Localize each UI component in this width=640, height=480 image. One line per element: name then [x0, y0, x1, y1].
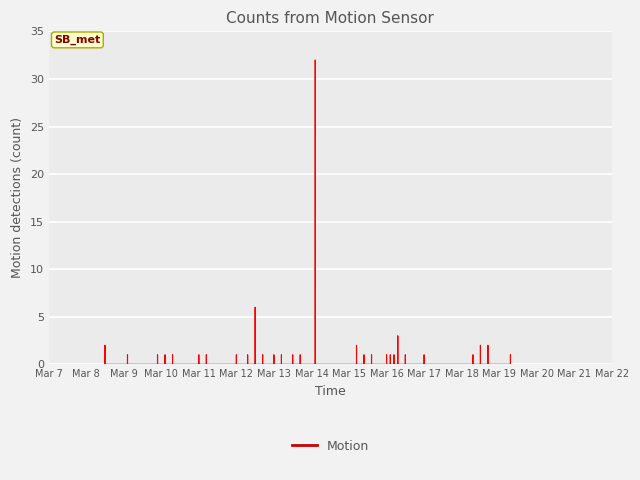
Text: SB_met: SB_met [54, 35, 100, 45]
Y-axis label: Motion detections (count): Motion detections (count) [11, 117, 24, 278]
X-axis label: Time: Time [315, 384, 346, 397]
Title: Counts from Motion Sensor: Counts from Motion Sensor [227, 11, 434, 26]
Legend: Motion: Motion [287, 435, 374, 458]
